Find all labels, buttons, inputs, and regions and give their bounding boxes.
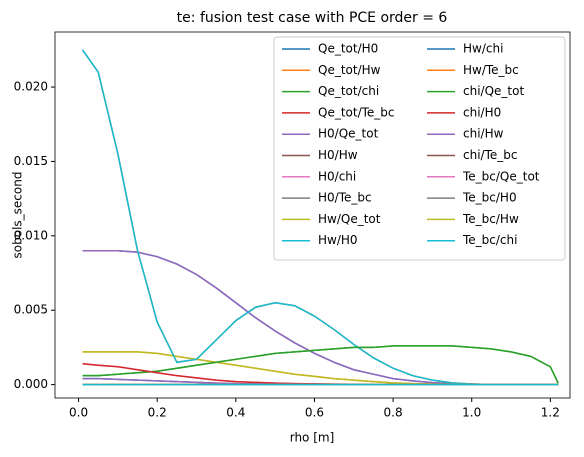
- y-tick-label: 0.000: [14, 377, 48, 391]
- legend-label: chi/Te_bc: [463, 148, 517, 162]
- legend-label: Te_bc/Qe_tot: [462, 169, 540, 183]
- legend-label: Qe_tot/H0: [318, 42, 378, 56]
- x-tick-label: 0.0: [69, 406, 88, 420]
- legend-label: Hw/chi: [463, 42, 503, 56]
- legend-label: Hw/Te_bc: [463, 63, 519, 77]
- legend-box: [273, 36, 566, 261]
- legend-label: H0/Qe_tot: [318, 127, 379, 141]
- series-line: [82, 249, 559, 386]
- y-tick-label: 0.020: [14, 80, 48, 94]
- y-tick-label: 0.005: [14, 303, 48, 317]
- legend-label: Hw/Qe_tot: [318, 212, 381, 226]
- x-tick-label: 0.2: [148, 406, 167, 420]
- chart-title: te: fusion test case with PCE order = 6: [177, 10, 448, 26]
- x-axis-label: rho [m]: [290, 431, 335, 445]
- legend-label: chi/Qe_tot: [463, 84, 524, 98]
- x-tick-label: 0.4: [226, 406, 245, 420]
- legend-label: chi/H0: [463, 105, 501, 119]
- x-tick-label: 1.0: [462, 406, 481, 420]
- x-tick-label: 1.2: [541, 406, 560, 420]
- legend-label: Qe_tot/Te_bc: [318, 105, 395, 119]
- y-axis-label: sobols_second: [11, 172, 25, 259]
- legend-label: Te_bc/chi: [462, 233, 517, 247]
- legend-label: Qe_tot/chi: [318, 84, 379, 98]
- legend-label: Te_bc/H0: [462, 191, 517, 205]
- x-tick-label: 0.6: [305, 406, 324, 420]
- y-tick-label: 0.015: [14, 154, 48, 168]
- legend-label: H0/chi: [318, 169, 356, 183]
- legend-label: Hw/H0: [318, 233, 358, 247]
- legend-label: H0/Hw: [318, 148, 358, 162]
- series-line: [82, 345, 559, 384]
- y-tick-label: 0.010: [14, 228, 48, 242]
- plot-frame: [54, 31, 571, 399]
- legend-label: Te_bc/Hw: [462, 212, 519, 226]
- legend-label: chi/Hw: [463, 127, 504, 141]
- legend-label: Qe_tot/Hw: [318, 63, 381, 77]
- legend-label: H0/Te_bc: [318, 191, 372, 205]
- series-line: [82, 249, 559, 386]
- x-tick-label: 0.8: [384, 406, 403, 420]
